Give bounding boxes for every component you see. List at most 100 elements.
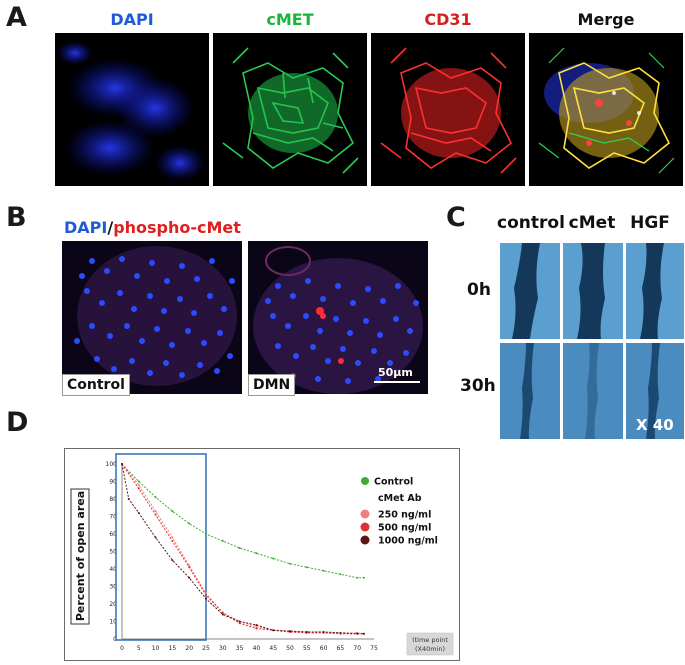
data-point [305, 566, 308, 569]
x-tick-label: 45 [269, 645, 277, 652]
row-label-30h: 30h [460, 376, 496, 396]
x-tick-label: 65 [337, 645, 345, 652]
x-tick-label: 75 [370, 645, 378, 652]
data-point [238, 620, 241, 623]
dapi-fluorescence-image [55, 33, 209, 186]
data-point [188, 564, 191, 567]
data-point [188, 576, 191, 579]
data-point [289, 562, 291, 565]
x-axis-label-line1: (time point [412, 636, 448, 644]
data-point [255, 552, 258, 555]
y-tick-label: 10 [109, 619, 117, 626]
panel-a-header-merge: Merge [577, 10, 635, 29]
data-point [289, 630, 291, 633]
y-tick-label: 40 [109, 566, 117, 573]
y-tick-label: 30 [109, 584, 117, 591]
scratch-hgf-0h [626, 243, 684, 339]
dmn-image-label: DMN [248, 374, 296, 396]
data-point [322, 569, 325, 572]
scratch-cmet-0h [563, 243, 623, 339]
data-point [356, 632, 359, 635]
scratch-control-30h [500, 343, 560, 439]
x-tick-label: 0 [120, 645, 124, 652]
legend-label-1: 250 ng/ml [378, 510, 431, 521]
x-tick-label: 25 [202, 645, 210, 652]
data-point [137, 484, 140, 486]
data-point [255, 627, 258, 630]
scratch-control-0h [500, 243, 560, 339]
data-point [322, 631, 325, 633]
series-line-3 [121, 463, 364, 635]
data-point [255, 624, 258, 626]
data-point [238, 622, 241, 625]
data-point [188, 566, 191, 569]
panel-b-title: DAPI/phospho-cMet [64, 218, 241, 237]
x-tick-label: 60 [320, 645, 328, 652]
panel-b-title-phospho: phospho-cMet [113, 218, 241, 237]
data-point [305, 631, 308, 633]
cd31-fluorescence-image [371, 33, 525, 186]
legend-marker-3 [360, 535, 370, 545]
y-tick-label: 60 [109, 531, 117, 538]
legend-marker-control [361, 477, 369, 485]
data-point [154, 496, 157, 499]
legend-marker-2 [360, 522, 370, 532]
control-tissue-image [62, 241, 242, 394]
panel-b-title-sep: / [107, 218, 114, 237]
y-tick-label: 50 [109, 549, 117, 556]
data-point [137, 480, 140, 483]
data-point [356, 576, 359, 579]
panel-c-letter: C [446, 202, 466, 233]
y-tick-label: 90 [109, 479, 117, 486]
data-point [154, 510, 157, 513]
data-point [137, 512, 140, 514]
data-point [171, 510, 174, 513]
migration-chart: 0 5 10 15 20 25 30 35 40 45 50 55 60 65 70 75 0 10 20 30 40 5… [70, 453, 454, 656]
panel-c-header-cmet: cMet [568, 213, 616, 233]
panel-c-header-hgf: HGF [630, 213, 670, 233]
y-axis-label: Percent of open area [74, 491, 87, 621]
y-axis-label-box [70, 488, 90, 625]
dmn-tissue-image [248, 241, 428, 394]
data-point [127, 498, 130, 500]
data-point [339, 631, 342, 634]
data-point [238, 547, 241, 549]
x-axis-label-box [406, 632, 454, 656]
data-point [362, 576, 365, 579]
x-tick-label: 70 [353, 645, 361, 652]
control-image-label: Control [62, 374, 130, 396]
magnification-label: X 40 [636, 416, 674, 434]
x-tick-label: 35 [236, 645, 244, 652]
x-tick-label: 15 [169, 645, 177, 652]
cmet-fluorescence-image [213, 33, 367, 186]
y-tick-label: 70 [109, 514, 117, 521]
x-tick-label: 20 [185, 645, 193, 652]
series-line-0 [121, 463, 364, 579]
data-point [171, 536, 174, 539]
series-line-2 [121, 463, 364, 635]
data-point [272, 557, 275, 560]
panel-b-title-dapi: DAPI [64, 218, 108, 237]
legend-marker-1 [360, 509, 370, 519]
x-tick-label: 5 [137, 645, 141, 652]
data-point [154, 536, 157, 539]
scale-bar-label: 50μm [378, 366, 413, 379]
series-line-1 [121, 463, 364, 635]
y-tick-label: 100 [106, 461, 118, 468]
scratch-hgf-30h [626, 343, 684, 439]
x-tick-label: 55 [303, 645, 311, 652]
panel-d-letter: D [6, 407, 29, 438]
data-point [221, 611, 224, 614]
legend-label-3: 1000 ng/ml [378, 536, 438, 547]
highlight-box [115, 453, 207, 641]
scale-bar [374, 381, 420, 383]
data-point [221, 540, 224, 542]
y-tick-label: 80 [109, 496, 117, 503]
merge-fluorescence-image [529, 33, 683, 186]
panel-a-header-dapi: DAPI [110, 10, 154, 29]
data-point [205, 597, 207, 600]
panel-b-letter: B [6, 202, 27, 233]
legend-label-2: 500 ng/ml [378, 523, 431, 534]
legend-label-control: Control [374, 477, 413, 488]
legend-group-title: cMet Ab [378, 493, 422, 504]
